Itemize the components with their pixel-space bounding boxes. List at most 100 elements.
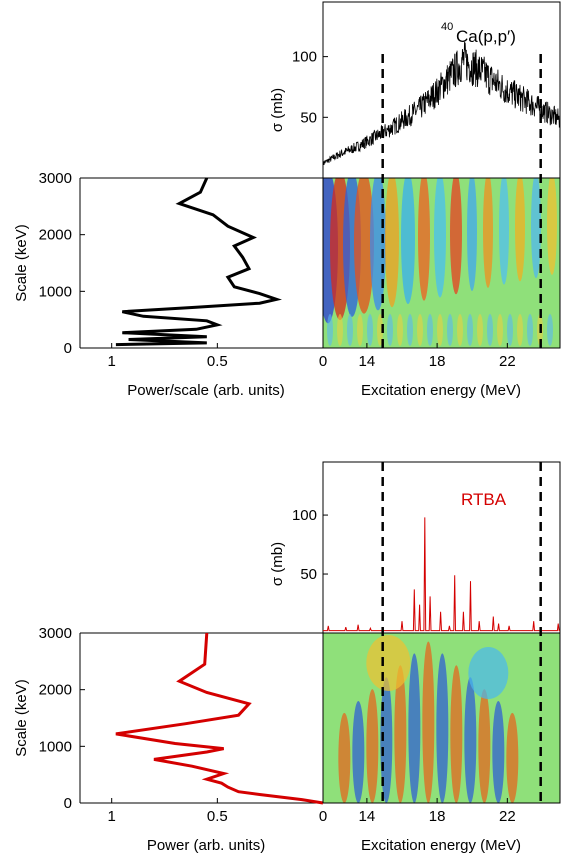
bottom-map-xticks: 14 18 22	[359, 798, 516, 825]
top-xs-label-mass: 40	[441, 21, 453, 33]
wavelet-blob	[478, 689, 491, 803]
wavelet-fine	[487, 314, 493, 346]
wavelet-fine	[337, 314, 343, 346]
wavelet-fine	[527, 314, 533, 346]
wavelet-blob	[338, 712, 351, 803]
wavelet-fine	[507, 314, 513, 346]
wavelet-blob	[422, 641, 435, 803]
wavelet-blob	[506, 712, 519, 803]
power-ytick-label: 1000	[39, 283, 72, 300]
wavelet-fine	[547, 314, 553, 346]
wavelet-blob	[464, 677, 477, 803]
wavelet-fine	[437, 314, 443, 346]
wavelet-fine	[457, 314, 463, 346]
wavelet-fine	[517, 314, 523, 346]
bottom-map-frame	[322, 632, 561, 804]
wavelet-blob	[483, 178, 493, 288]
top-wavelet-map: 14 18 22 Excitation energy (MeV)	[322, 177, 561, 399]
wavelet-fine	[357, 314, 363, 346]
top-map-xticks: 14 18 22	[359, 343, 516, 370]
top-xs-ylabel: σ (mb)	[269, 88, 286, 132]
xs-ytick-label: 50	[300, 566, 317, 583]
top-cross-section-panel: 50 100 σ (mb) 40 Ca(p,p′)	[269, 1, 561, 179]
bottom-map-xlabel: Excitation energy (MeV)	[361, 837, 521, 854]
wavelet-fine	[477, 314, 483, 346]
wavelet-blob	[434, 178, 446, 298]
bottom-power-xlabel: Power (arb. units)	[147, 837, 265, 854]
bottom-xs-series-line	[322, 517, 561, 632]
map-xtick-label: 22	[499, 808, 516, 825]
wavelet-blob	[450, 665, 463, 803]
wavelet-blob	[401, 178, 415, 304]
wavelet-blob	[450, 178, 462, 295]
wavelet-blob	[547, 178, 557, 275]
wavelet-fine	[407, 314, 413, 346]
bottom-dashed-lines	[381, 462, 542, 803]
xs-ytick-label: 50	[300, 109, 317, 126]
bottom-xs-frame	[322, 461, 561, 634]
power-xtick-label: 1	[108, 808, 116, 825]
wavelet-blob	[354, 178, 374, 314]
bottom-power-ylabel: Scale (keV)	[13, 679, 30, 757]
wavelet-fine	[447, 314, 453, 346]
top-map-frame	[322, 177, 561, 349]
wavelet-fine	[497, 314, 503, 346]
power-xtick-label: 0	[319, 353, 327, 370]
power-ytick-label: 1000	[39, 738, 72, 755]
power-xtick-label: 0.5	[207, 808, 228, 825]
map-xtick-label: 18	[429, 353, 446, 370]
wavelet-fine	[417, 314, 423, 346]
top-xs-label: 40 Ca(p,p′)	[441, 21, 516, 46]
power-xtick-label: 0.5	[207, 353, 228, 370]
map-xtick-label: 18	[429, 808, 446, 825]
wavelet-blob	[499, 178, 509, 285]
wavelet-fine	[327, 314, 333, 346]
wavelet-blob	[385, 178, 399, 308]
bottom-power-series-line	[115, 632, 324, 805]
power-ytick-label: 0	[64, 340, 72, 357]
bottom-power-yticks: 0 1000 2000 3000	[39, 625, 85, 812]
xs-ytick-label: 100	[292, 49, 317, 66]
power-ytick-label: 2000	[39, 227, 72, 244]
power-xtick-label: 0	[319, 808, 327, 825]
bottom-xs-ylabel: σ (mb)	[269, 542, 286, 586]
map-xtick-label: 14	[359, 808, 376, 825]
wavelet-blob	[366, 635, 411, 691]
wavelet-blob	[468, 647, 509, 699]
wavelet-blob	[366, 689, 379, 803]
wavelet-fine	[377, 314, 383, 346]
power-xtick-label: 1	[108, 353, 116, 370]
top-power-yticks: 0 1000 2000 3000	[39, 170, 85, 357]
wavelet-blob	[492, 701, 505, 803]
map-xtick-label: 22	[499, 353, 516, 370]
wavelet-blob	[418, 178, 430, 301]
bottom-wavelet-map: 14 18 22 Excitation energy (MeV)	[322, 632, 561, 854]
wavelet-fine	[367, 314, 373, 346]
wavelet-fine	[467, 314, 473, 346]
power-ytick-label: 2000	[39, 682, 72, 699]
power-ytick-label: 3000	[39, 170, 72, 187]
wavelet-blob	[515, 178, 525, 282]
top-power-ylabel: Scale (keV)	[13, 224, 30, 302]
wavelet-fine	[427, 314, 433, 346]
top-power-xticks: 1 0.5 0	[108, 343, 327, 370]
bottom-cross-section-panel: 50 100 σ (mb) RTBA	[269, 461, 561, 634]
wavelet-fine	[387, 314, 393, 346]
bottom-xs-label-text: RTBA	[461, 490, 507, 509]
wavelet-blob	[436, 653, 449, 803]
wavelet-fine	[397, 314, 403, 346]
map-xtick-label: 14	[359, 353, 376, 370]
bottom-power-xticks: 1 0.5 0	[108, 798, 327, 825]
wavelet-blob	[531, 178, 541, 279]
top-map-xlabel: Excitation energy (MeV)	[361, 382, 521, 399]
power-ytick-label: 3000	[39, 625, 72, 642]
top-dashed-lines	[381, 54, 542, 348]
wavelet-blob	[352, 701, 365, 803]
top-xs-yticks: 50 100	[292, 49, 328, 126]
power-ytick-label: 0	[64, 795, 72, 812]
